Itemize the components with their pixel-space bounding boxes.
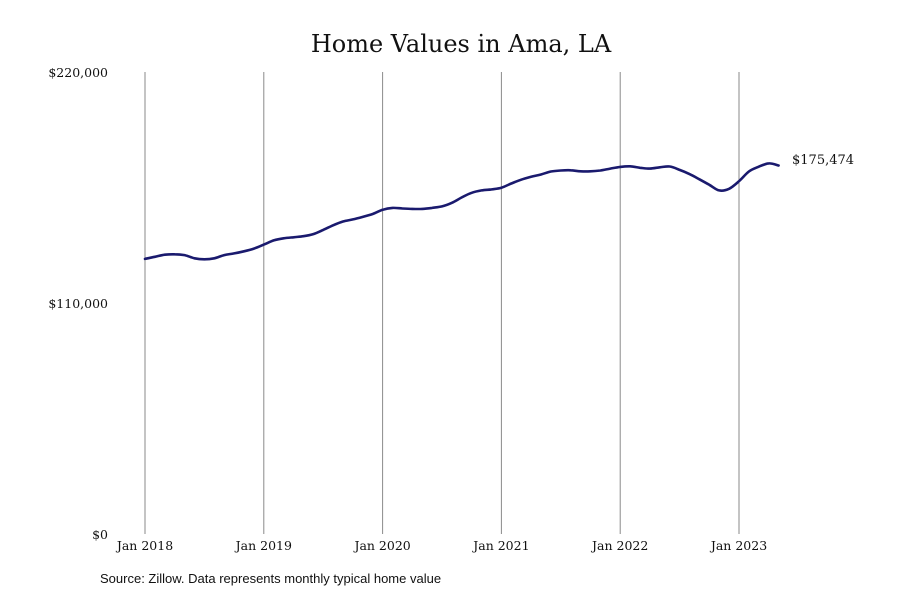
x-tick-label: Jan 2019 <box>234 538 292 553</box>
data-point <box>510 182 512 184</box>
data-point <box>659 166 661 168</box>
data-point <box>263 243 265 245</box>
series-line-0 <box>143 162 780 261</box>
end-value-label: $175,474 <box>792 153 854 168</box>
data-point <box>381 209 383 211</box>
data-point <box>282 237 284 239</box>
data-point <box>431 207 433 209</box>
data-point <box>688 173 690 175</box>
x-axis-ticks: Jan 2018 Jan 2019 Jan 2020 Jan 2021 Jan 2022… <box>115 538 767 553</box>
data-point <box>728 188 730 190</box>
data-point <box>322 229 324 231</box>
data-point <box>599 169 601 171</box>
data-point <box>708 184 710 186</box>
data-point <box>718 189 720 191</box>
y-axis-ticks: $0 $110,000 $220,000 <box>48 65 108 542</box>
data-point <box>530 176 532 178</box>
data-point <box>292 236 294 238</box>
series-layer <box>143 162 780 261</box>
data-point <box>243 250 245 252</box>
data-point <box>520 179 522 181</box>
data-point <box>550 170 552 172</box>
data-point <box>471 192 473 194</box>
data-point <box>352 218 354 220</box>
data-point <box>738 180 740 182</box>
data-point <box>174 253 176 255</box>
data-point <box>342 220 344 222</box>
data-point <box>193 257 195 259</box>
data-point <box>401 207 403 209</box>
data-point <box>233 252 235 254</box>
data-point <box>490 188 492 190</box>
data-point <box>619 166 621 168</box>
data-point <box>758 166 760 168</box>
x-tick-label: Jan 2023 <box>709 538 767 553</box>
data-point <box>302 235 304 237</box>
x-tick-label: Jan 2018 <box>115 538 173 553</box>
x-tick-label: Jan 2022 <box>590 538 648 553</box>
data-point <box>629 165 631 167</box>
data-point <box>609 167 611 169</box>
data-point <box>144 258 146 260</box>
data-point <box>273 239 275 241</box>
y-tick-label: $220,000 <box>48 65 108 80</box>
grid-lines <box>144 72 740 534</box>
data-point <box>678 169 680 171</box>
data-point <box>332 224 334 226</box>
data-point <box>203 258 205 260</box>
data-point <box>411 208 413 210</box>
data-point <box>213 257 215 259</box>
data-point <box>253 247 255 249</box>
data-point <box>560 169 562 171</box>
data-point <box>372 213 374 215</box>
data-point <box>441 205 443 207</box>
data-point <box>154 256 156 258</box>
data-point <box>461 196 463 198</box>
source-note: Source: Zillow. Data represents monthly … <box>100 571 442 586</box>
data-point <box>500 187 502 189</box>
data-point <box>570 169 572 171</box>
data-point <box>362 216 364 218</box>
data-point <box>312 233 314 235</box>
data-point <box>748 170 750 172</box>
data-point <box>768 162 770 164</box>
data-point <box>164 254 166 256</box>
x-tick-label: Jan 2020 <box>352 538 410 553</box>
data-point <box>480 189 482 191</box>
data-point <box>540 173 542 175</box>
data-point <box>639 167 641 169</box>
data-point <box>391 207 393 209</box>
data-point <box>223 254 225 256</box>
data-point <box>579 170 581 172</box>
data-point <box>451 202 453 204</box>
data-point <box>649 167 651 169</box>
data-point <box>777 164 779 166</box>
data-point <box>183 254 185 256</box>
data-point <box>589 170 591 172</box>
y-tick-label: $110,000 <box>48 296 108 311</box>
data-point <box>669 165 671 167</box>
x-tick-label: Jan 2021 <box>471 538 529 553</box>
data-point <box>421 208 423 210</box>
chart-title: Home Values in Ama, LA <box>311 30 612 58</box>
y-tick-label: $0 <box>92 527 108 542</box>
data-point <box>698 178 700 180</box>
